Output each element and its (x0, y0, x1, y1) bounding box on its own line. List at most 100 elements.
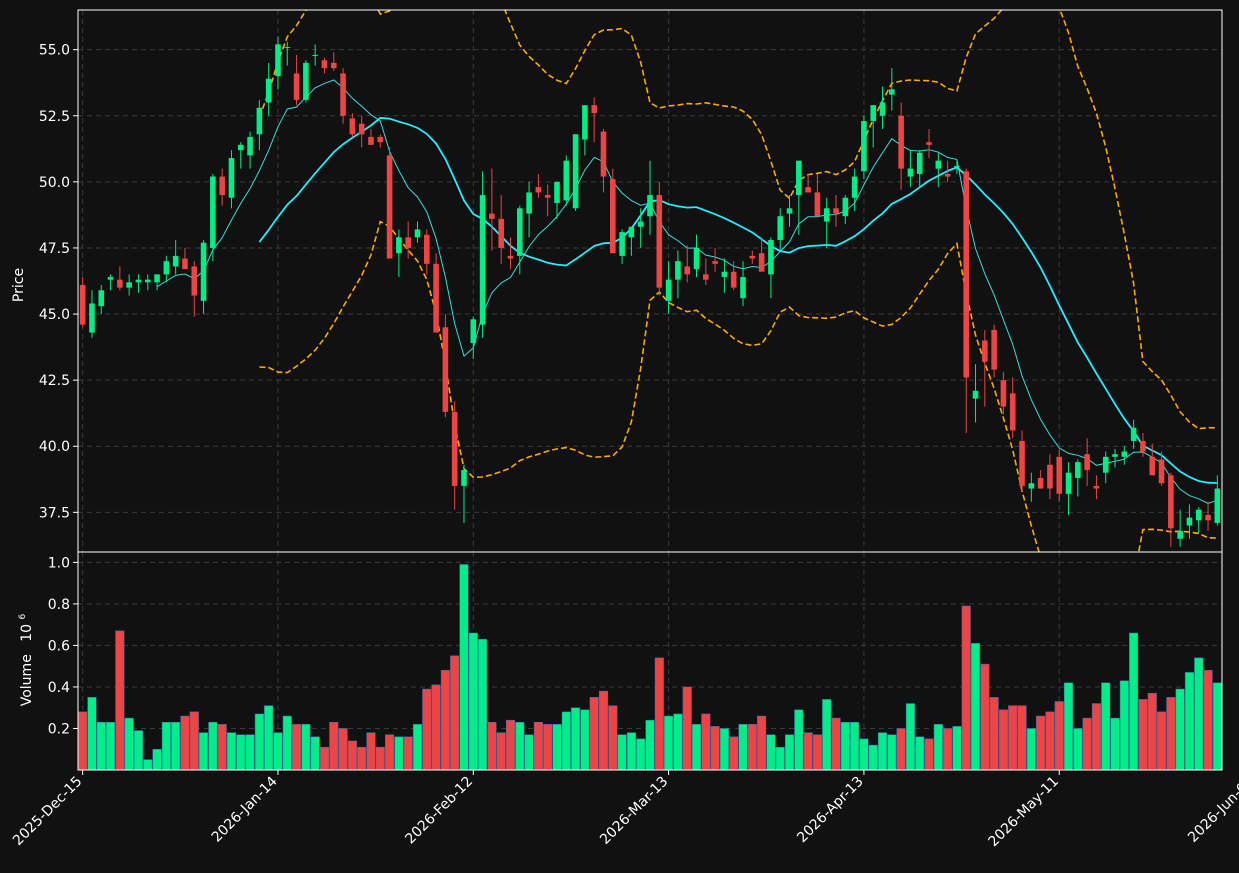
candle-body (451, 411, 458, 486)
candle-body (1084, 454, 1090, 471)
volume-bar (459, 564, 469, 771)
volume-bar (989, 697, 999, 771)
candle-body (489, 213, 495, 219)
volume-bar (701, 713, 711, 771)
price-tick-label: 37.5 (39, 505, 70, 521)
volume-bar (971, 643, 981, 771)
volume-bar (199, 732, 209, 771)
volume-bar (171, 721, 181, 771)
price-tick-label: 52.5 (39, 109, 70, 125)
price-grid (78, 10, 1222, 552)
volume-bar (1026, 728, 1036, 771)
volume-bar (691, 724, 702, 771)
volume-bar (859, 738, 869, 771)
volume-bar (161, 721, 171, 771)
candle-body (461, 470, 467, 486)
candle-body (182, 258, 188, 270)
candle-body (842, 197, 849, 217)
candle-body (200, 242, 207, 301)
volume-bar (877, 732, 888, 771)
candle-body (1009, 393, 1016, 431)
candle-body (1037, 477, 1044, 489)
candle-body (628, 226, 635, 238)
candle-body (98, 290, 105, 307)
volume-bar (673, 713, 683, 771)
candle-body (758, 253, 765, 272)
candle-body (823, 208, 830, 222)
volume-tick-label: 0.6 (48, 638, 70, 654)
volume-bar (217, 724, 227, 771)
volume-bar (980, 663, 990, 771)
candle-body (433, 263, 439, 333)
volume-bar (1082, 717, 1092, 771)
volume-bar (180, 715, 190, 771)
candles (79, 36, 1221, 547)
candle-body (526, 192, 532, 214)
volume-bar (580, 709, 590, 771)
volume-tick-label: 1.0 (48, 555, 70, 571)
volume-axis-exponent-base: 10 (19, 624, 35, 642)
candle-body (1075, 462, 1081, 478)
volume-bar (478, 638, 488, 771)
volume-bar (496, 732, 506, 771)
candle-body (507, 255, 514, 259)
candle-body (1000, 380, 1007, 407)
candle-body (442, 327, 449, 412)
volume-bar (840, 721, 850, 771)
candle-body (703, 274, 709, 280)
candle-body (135, 279, 142, 283)
candle-body (1065, 472, 1072, 494)
volume-bar (822, 699, 832, 771)
candle-body (991, 329, 997, 370)
volume-bar (78, 711, 88, 771)
volume-bar (757, 715, 767, 771)
volume-bar (124, 717, 134, 771)
volume-panel: 0.2 0.4 0.6 0.8 1.0 Volume 10 6 (18, 551, 1223, 771)
candle-body (963, 171, 970, 378)
candle-body (730, 271, 737, 288)
candle-body (284, 47, 291, 49)
volume-tick-label: 0.4 (48, 680, 70, 696)
volume-bar (412, 724, 423, 771)
volume-bar (292, 724, 302, 771)
candle-body (1056, 456, 1063, 494)
candle-body (982, 340, 988, 362)
candle-body (498, 218, 504, 248)
volume-bar (385, 734, 395, 771)
candle-body (479, 195, 486, 325)
candle-body (1093, 485, 1100, 489)
candle-body (126, 282, 132, 288)
volume-bar (310, 736, 320, 771)
candle-body (870, 105, 877, 122)
volume-bar (533, 721, 543, 771)
candle-body (684, 266, 690, 275)
bollinger-lower-line (259, 220, 1218, 552)
volume-bar (1101, 682, 1111, 771)
candle-body (256, 107, 263, 135)
candle-body (163, 261, 170, 275)
volume-bar (868, 744, 878, 771)
volume-bar (943, 728, 953, 771)
volume-bar (133, 730, 143, 771)
volume-panel-frame (77, 551, 1223, 771)
volume-bar (1129, 632, 1139, 771)
volume-bar (998, 709, 1008, 771)
bollinger-bands (258, 10, 1218, 552)
candle-body (312, 54, 318, 56)
volume-bar (1045, 711, 1055, 771)
volume-bar (505, 719, 516, 771)
volume-bar (552, 724, 562, 771)
volume-bar (524, 734, 534, 771)
volume-bar (952, 726, 962, 771)
volume-bar (636, 738, 646, 771)
candle-body (247, 136, 253, 156)
candle-body (1112, 454, 1118, 457)
volume-bar (487, 721, 497, 771)
candle-body (219, 176, 225, 196)
candle-body (107, 277, 114, 280)
candle-body (237, 144, 244, 151)
volume-bar (850, 721, 860, 771)
volume-bar (245, 734, 255, 771)
candle-body (935, 160, 942, 169)
volume-bar (1073, 728, 1083, 771)
